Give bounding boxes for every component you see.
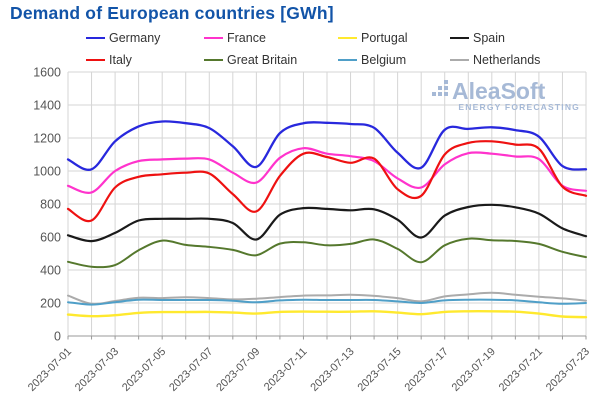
y-tick-label: 600: [40, 231, 61, 245]
watermark-dot: [444, 80, 448, 84]
legend-label: Netherlands: [473, 53, 541, 67]
chart-title: Demand of European countries [GWh]: [10, 3, 334, 23]
y-tick-label: 1200: [33, 132, 61, 146]
series-line-spain: [66, 203, 588, 243]
watermark-brand: AleaSoft: [452, 78, 546, 104]
x-tick-label: 2023-07-01: [26, 346, 74, 394]
y-tick-label: 0: [54, 330, 61, 344]
x-tick-label: 2023-07-23: [544, 346, 592, 394]
series-line-netherlands: [67, 291, 587, 305]
y-tick-label: 200: [40, 297, 61, 311]
legend-item-belgium: Belgium: [338, 49, 450, 71]
series-line-france: [66, 147, 588, 194]
y-tick-label: 1000: [33, 165, 61, 179]
legend-swatch-italy: [86, 58, 105, 62]
legend-swatch-great-britain: [204, 58, 223, 62]
watermark-dot: [444, 86, 448, 90]
legend-label: France: [227, 31, 266, 45]
x-tick-label: 2023-07-05: [120, 346, 168, 394]
x-tick-label: 2023-07-17: [403, 346, 451, 394]
legend-swatch-netherlands: [450, 58, 469, 62]
watermark-dot: [444, 92, 448, 96]
legend-swatch-portugal: [338, 36, 357, 40]
x-tick-label: 2023-07-21: [497, 346, 545, 394]
legend-swatch-spain: [450, 36, 469, 40]
legend-label: Belgium: [361, 53, 407, 67]
series-line-portugal: [66, 309, 588, 319]
legend-label: Germany: [109, 31, 161, 45]
x-tick-label: 2023-07-13: [308, 346, 356, 394]
chart-legend: Germany France Portugal Spain Italy Great Bri…: [86, 27, 586, 71]
x-tick-label: 2023-07-07: [167, 346, 215, 394]
x-tick-label: 2023-07-09: [214, 346, 262, 394]
series-line-belgium: [67, 298, 587, 306]
legend-swatch-france: [204, 36, 223, 40]
legend-label: Portugal: [361, 31, 408, 45]
series-line-great-britain: [67, 237, 587, 269]
watermark-dot: [432, 92, 436, 96]
legend-item-france: France: [204, 27, 338, 49]
legend-item-spain: Spain: [450, 27, 586, 49]
y-tick-label: 1600: [33, 66, 61, 80]
x-tick-label: 2023-07-15: [355, 346, 403, 394]
legend-item-netherlands: Netherlands: [450, 49, 586, 71]
y-tick-label: 400: [40, 264, 61, 278]
y-tick-label: 800: [40, 198, 61, 212]
watermark-dot: [438, 86, 442, 90]
legend-swatch-germany: [86, 36, 105, 40]
watermark-dot: [438, 92, 442, 96]
series-line-germany: [66, 120, 588, 171]
legend-label: Italy: [109, 53, 132, 67]
y-tick-label: 1400: [33, 99, 61, 113]
x-tick-label: 2023-07-19: [450, 346, 498, 394]
legend-label: Spain: [473, 31, 505, 45]
x-tick-label: 2023-07-03: [73, 346, 121, 394]
legend-swatch-belgium: [338, 58, 357, 62]
legend-item-portugal: Portugal: [338, 27, 450, 49]
series-line-italy: [66, 140, 588, 223]
watermark-subtitle: ENERGY FORECASTING: [458, 102, 580, 112]
legend-label: Great Britain: [227, 53, 298, 67]
legend-item-great-britain: Great Britain: [204, 49, 338, 71]
x-tick-label: 2023-07-11: [262, 346, 310, 394]
legend-item-germany: Germany: [86, 27, 204, 49]
legend-item-italy: Italy: [86, 49, 204, 71]
